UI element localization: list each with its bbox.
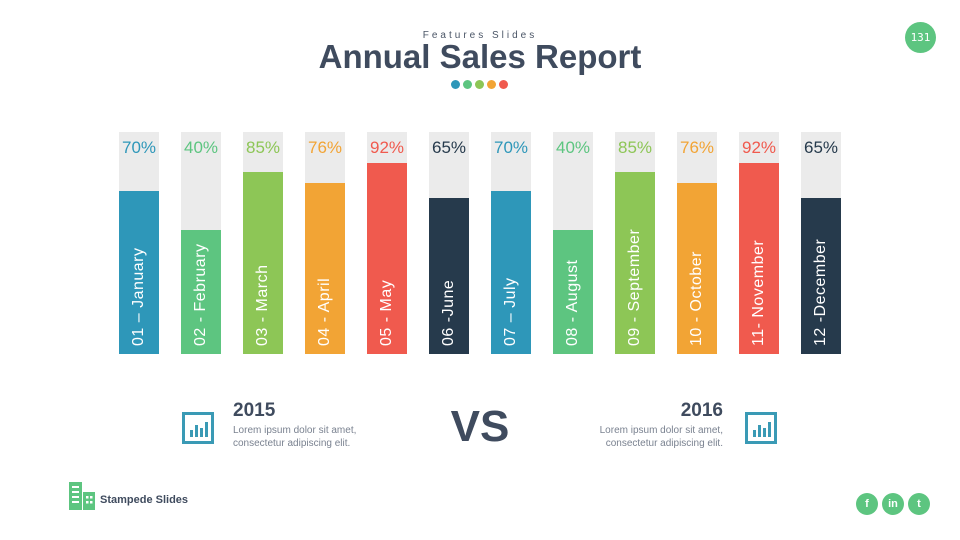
value-label: 70% <box>493 138 529 157</box>
bar-track: 10 - October <box>677 132 717 354</box>
color-dot <box>451 80 460 89</box>
value-label: 65% <box>803 138 839 157</box>
value-label: 40% <box>555 138 591 157</box>
month-label: 11- November <box>750 239 767 346</box>
twitter-icon[interactable]: t <box>908 493 930 515</box>
color-dot <box>499 80 508 89</box>
bar-fill: 06 -June <box>429 197 469 354</box>
bar-fill: 07 – July <box>491 191 531 354</box>
bar-fill: 11- November <box>739 162 779 354</box>
brand-name: Stampede Slides <box>100 494 189 506</box>
month-label: 01 – January <box>130 247 147 346</box>
value-label: 40% <box>183 138 219 157</box>
bar-track: 08 - August <box>553 132 593 354</box>
month-label: 04 - April <box>316 277 333 346</box>
bar-track: 02 - February <box>181 132 221 354</box>
month-label: 03 - March <box>254 264 271 346</box>
month-label: 10 - October <box>688 251 705 346</box>
facebook-icon[interactable]: f <box>856 493 878 515</box>
bar-track: 06 -June <box>429 132 469 354</box>
linkedin-icon[interactable]: in <box>882 493 904 515</box>
left-text-line: consectetur adipiscing elit. <box>233 438 351 449</box>
bar-track: 11- November <box>739 132 779 354</box>
page-number-badge: 131 <box>905 22 936 53</box>
bar-fill: 05 - May <box>367 162 407 354</box>
bar-fill: 09 - September <box>615 171 655 354</box>
bar-track: 01 – January <box>119 132 159 354</box>
color-dot <box>487 80 496 89</box>
left-description: Lorem ipsum dolor sit amet, consectetur a… <box>233 424 356 450</box>
right-text-line: Lorem ipsum dolor sit amet, <box>599 425 723 436</box>
bar-track: 09 - September <box>615 132 655 354</box>
value-label: 85% <box>245 138 281 157</box>
value-label: 70% <box>121 138 157 157</box>
bar-fill: 02 - February <box>181 229 221 354</box>
month-label: 09 - September <box>626 228 643 346</box>
bar-fill: 03 - March <box>243 171 283 354</box>
value-label: 76% <box>679 138 715 157</box>
bar-fill: 04 - April <box>305 183 345 354</box>
value-label: 65% <box>431 138 467 157</box>
value-label: 76% <box>307 138 343 157</box>
right-text-line: consectetur adipiscing elit. <box>605 438 723 449</box>
bar-track: 07 – July <box>491 132 531 354</box>
value-label: 85% <box>617 138 653 157</box>
bar-fill: 01 – January <box>119 191 159 354</box>
bar-fill: 12 -December <box>801 197 841 354</box>
month-label: 06 -June <box>440 279 457 346</box>
color-dots <box>451 80 508 89</box>
bar-fill: 10 - October <box>677 183 717 354</box>
color-dot <box>463 80 472 89</box>
value-label: 92% <box>369 138 405 157</box>
bar-chart-icon <box>182 412 214 444</box>
value-label: 92% <box>741 138 777 157</box>
vs-label: VS <box>450 402 510 451</box>
bar-track: 04 - April <box>305 132 345 354</box>
subtitle: Features Slides <box>422 30 538 41</box>
month-label: 07 – July <box>502 277 519 346</box>
left-text-line: Lorem ipsum dolor sit amet, <box>233 425 357 436</box>
left-year: 2015 <box>233 400 276 421</box>
bar-track: 05 - May <box>367 132 407 354</box>
right-description: Lorem ipsum dolor sit amet, consectetur a… <box>600 424 723 450</box>
right-year: 2016 <box>680 400 723 421</box>
bar-fill: 08 - August <box>553 229 593 354</box>
building-logo-icon <box>69 482 95 510</box>
month-label: 08 - August <box>564 259 581 346</box>
page-title: Annual Sales Report <box>318 38 642 75</box>
color-dot <box>475 80 484 89</box>
bar-track: 03 - March <box>243 132 283 354</box>
bar-chart-icon <box>745 412 777 444</box>
month-label: 02 - February <box>192 243 209 346</box>
bar-track: 12 -December <box>801 132 841 354</box>
month-label: 05 - May <box>378 279 395 346</box>
month-label: 12 -December <box>812 238 829 346</box>
